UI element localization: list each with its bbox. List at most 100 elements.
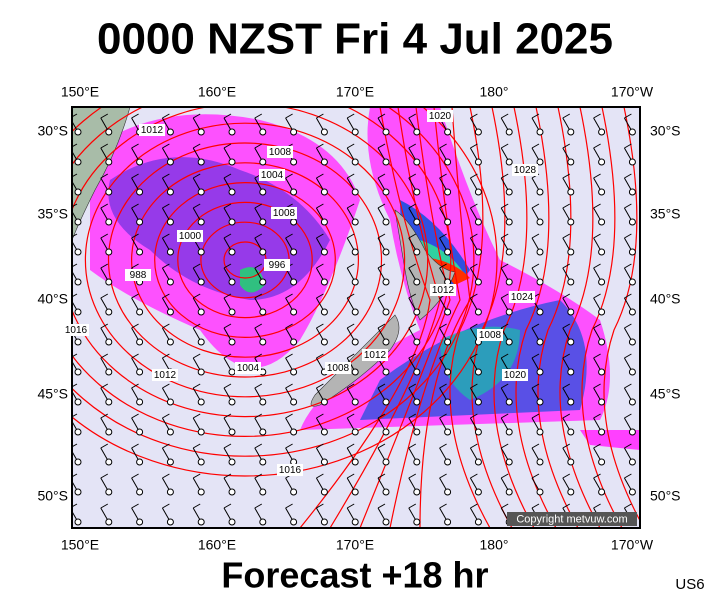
barb-feather — [162, 383, 170, 389]
station — [228, 368, 236, 376]
forecast-label: Forecast +18 hr — [221, 555, 488, 596]
station — [259, 218, 267, 226]
station — [290, 278, 298, 286]
station — [290, 248, 298, 256]
barb-feather — [500, 143, 509, 149]
isobar-label-box — [509, 291, 535, 303]
station — [536, 338, 544, 346]
station — [598, 338, 606, 346]
isobar-label: 1020 — [429, 111, 452, 122]
isobar — [329, 107, 441, 528]
barb-feather — [439, 173, 447, 179]
station — [290, 308, 298, 316]
station — [351, 248, 359, 256]
barb-feather — [131, 503, 139, 509]
station — [413, 338, 421, 346]
station — [474, 368, 482, 376]
barb-feather — [531, 203, 540, 209]
barb-feather — [254, 473, 263, 479]
station — [444, 488, 452, 496]
barb-feather — [439, 383, 447, 389]
barb-feather — [72, 383, 78, 388]
barb-feather — [100, 353, 109, 359]
barb-feather — [192, 383, 201, 389]
isobar — [131, 162, 360, 358]
station — [505, 398, 513, 406]
isobar — [72, 107, 498, 477]
station — [259, 338, 267, 346]
isobar-labels: 1012 1008 1004 1008 1000 996 988 1016 1012 1004 10… — [63, 110, 538, 476]
barb-feather — [500, 383, 509, 389]
isobar-label: 1020 — [504, 370, 527, 381]
barb-feather — [439, 203, 447, 209]
station — [474, 218, 482, 226]
station — [228, 308, 236, 316]
isobar-label: 1008 — [479, 330, 502, 341]
barb-feather — [500, 173, 509, 179]
station — [228, 398, 236, 406]
station — [74, 278, 82, 286]
barb-feather — [408, 293, 417, 299]
barb-feather — [316, 383, 324, 389]
barb-feather — [316, 113, 324, 119]
station — [567, 248, 575, 256]
station — [259, 398, 267, 406]
station — [320, 308, 328, 316]
isobar-label-box — [271, 207, 297, 219]
barb-feather — [223, 413, 232, 419]
lat-label-left: 50°S — [37, 488, 68, 504]
station — [351, 338, 359, 346]
station — [567, 128, 575, 136]
station — [382, 338, 390, 346]
isobar-label: 1012 — [364, 350, 387, 361]
barb-feather — [285, 113, 293, 119]
lat-label-right: 45°S — [650, 386, 681, 402]
barb-feather — [131, 233, 139, 239]
barb-feather — [346, 113, 355, 119]
station — [382, 398, 390, 406]
isobar — [515, 107, 557, 528]
station — [567, 458, 575, 466]
barb-feather — [531, 443, 540, 449]
station — [197, 488, 205, 496]
barb-feather — [408, 203, 417, 209]
station — [444, 128, 452, 136]
barb-feather — [500, 113, 509, 119]
isobar — [299, 107, 431, 528]
station — [105, 218, 113, 226]
barb-feather — [285, 443, 293, 449]
station — [444, 428, 452, 436]
station — [320, 278, 328, 286]
isobar-label: 1008 — [327, 363, 350, 374]
barb-feather — [223, 113, 232, 119]
station — [351, 398, 359, 406]
isobar — [537, 107, 579, 528]
barb-feather — [316, 323, 324, 329]
barb-feather — [223, 353, 232, 359]
station — [351, 278, 359, 286]
lon-label-bottom: 170°W — [611, 537, 654, 553]
station — [166, 128, 174, 136]
barb-feather — [439, 323, 447, 329]
barb-feather — [131, 293, 139, 299]
station — [628, 488, 636, 496]
isobar-label-box — [430, 284, 456, 296]
station — [259, 248, 267, 256]
map-area — [72, 107, 640, 528]
barb-feather — [100, 173, 109, 179]
barb-feather — [162, 143, 170, 149]
station — [320, 338, 328, 346]
barb-feather — [346, 293, 355, 299]
barb-feather — [439, 143, 447, 149]
lat-label-left: 45°S — [37, 386, 68, 402]
barb-feather — [408, 323, 417, 329]
barb-feather — [285, 413, 293, 419]
station — [166, 278, 174, 286]
barb-feather — [500, 263, 509, 269]
barb-feather — [100, 203, 109, 209]
barb-feather — [593, 473, 601, 479]
barb-feather — [624, 173, 632, 179]
barb-feather — [131, 203, 139, 209]
isobar-label: 1000 — [179, 231, 202, 242]
barb-feather — [162, 353, 170, 359]
